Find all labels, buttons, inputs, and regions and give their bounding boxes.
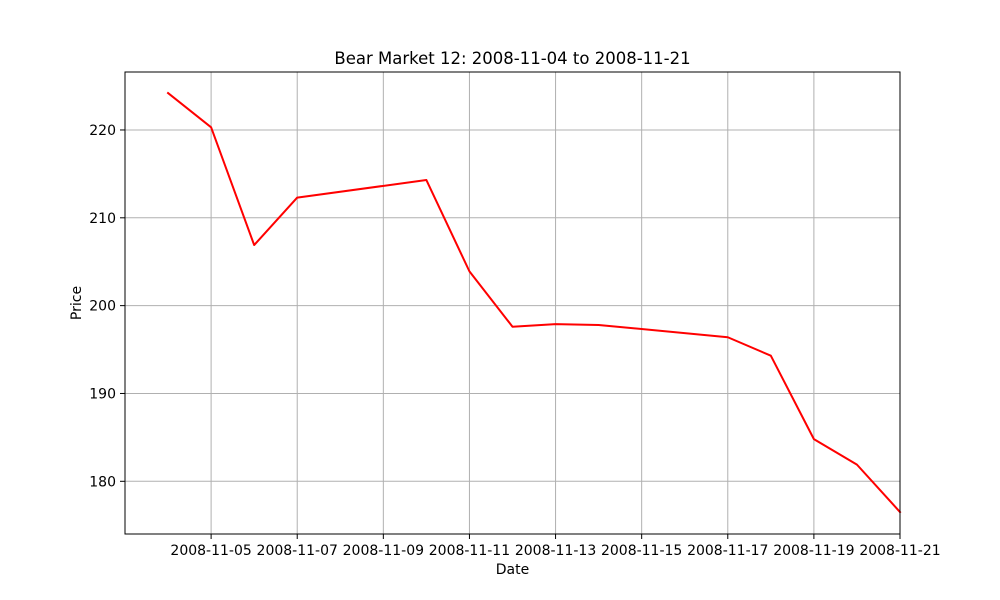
x-tick-label: 2008-11-11 — [429, 543, 510, 559]
series-line — [166, 91, 902, 514]
x-axis-label: Date — [496, 562, 529, 578]
x-tick-label: 2008-11-17 — [687, 543, 768, 559]
y-tick-label: 190 — [89, 386, 116, 402]
x-tick-label: 2008-11-13 — [515, 543, 596, 559]
y-tick-label: 210 — [89, 211, 116, 227]
x-tick-label: 2008-11-21 — [859, 543, 940, 559]
y-axis-label: Price — [69, 286, 85, 320]
x-tick-label: 2008-11-19 — [773, 543, 854, 559]
chart-title: Bear Market 12: 2008-11-04 to 2008-11-21 — [334, 49, 690, 68]
x-tick-label: 2008-11-05 — [170, 543, 251, 559]
x-tick-label: 2008-11-15 — [601, 543, 682, 559]
x-tick-label: 2008-11-07 — [257, 543, 338, 559]
plot-frame — [124, 71, 901, 535]
y-tick-label: 180 — [89, 474, 116, 490]
y-tick-label: 220 — [89, 123, 116, 139]
gridlines — [125, 72, 901, 534]
x-tick-label: 2008-11-09 — [343, 543, 424, 559]
y-tick-label: 200 — [89, 299, 116, 315]
x-axis: 2008-11-05 2008-11-07 2008-11-09 2008-11-11… — [170, 534, 941, 559]
y-axis: 180 190 200 210 220 — [89, 123, 125, 490]
